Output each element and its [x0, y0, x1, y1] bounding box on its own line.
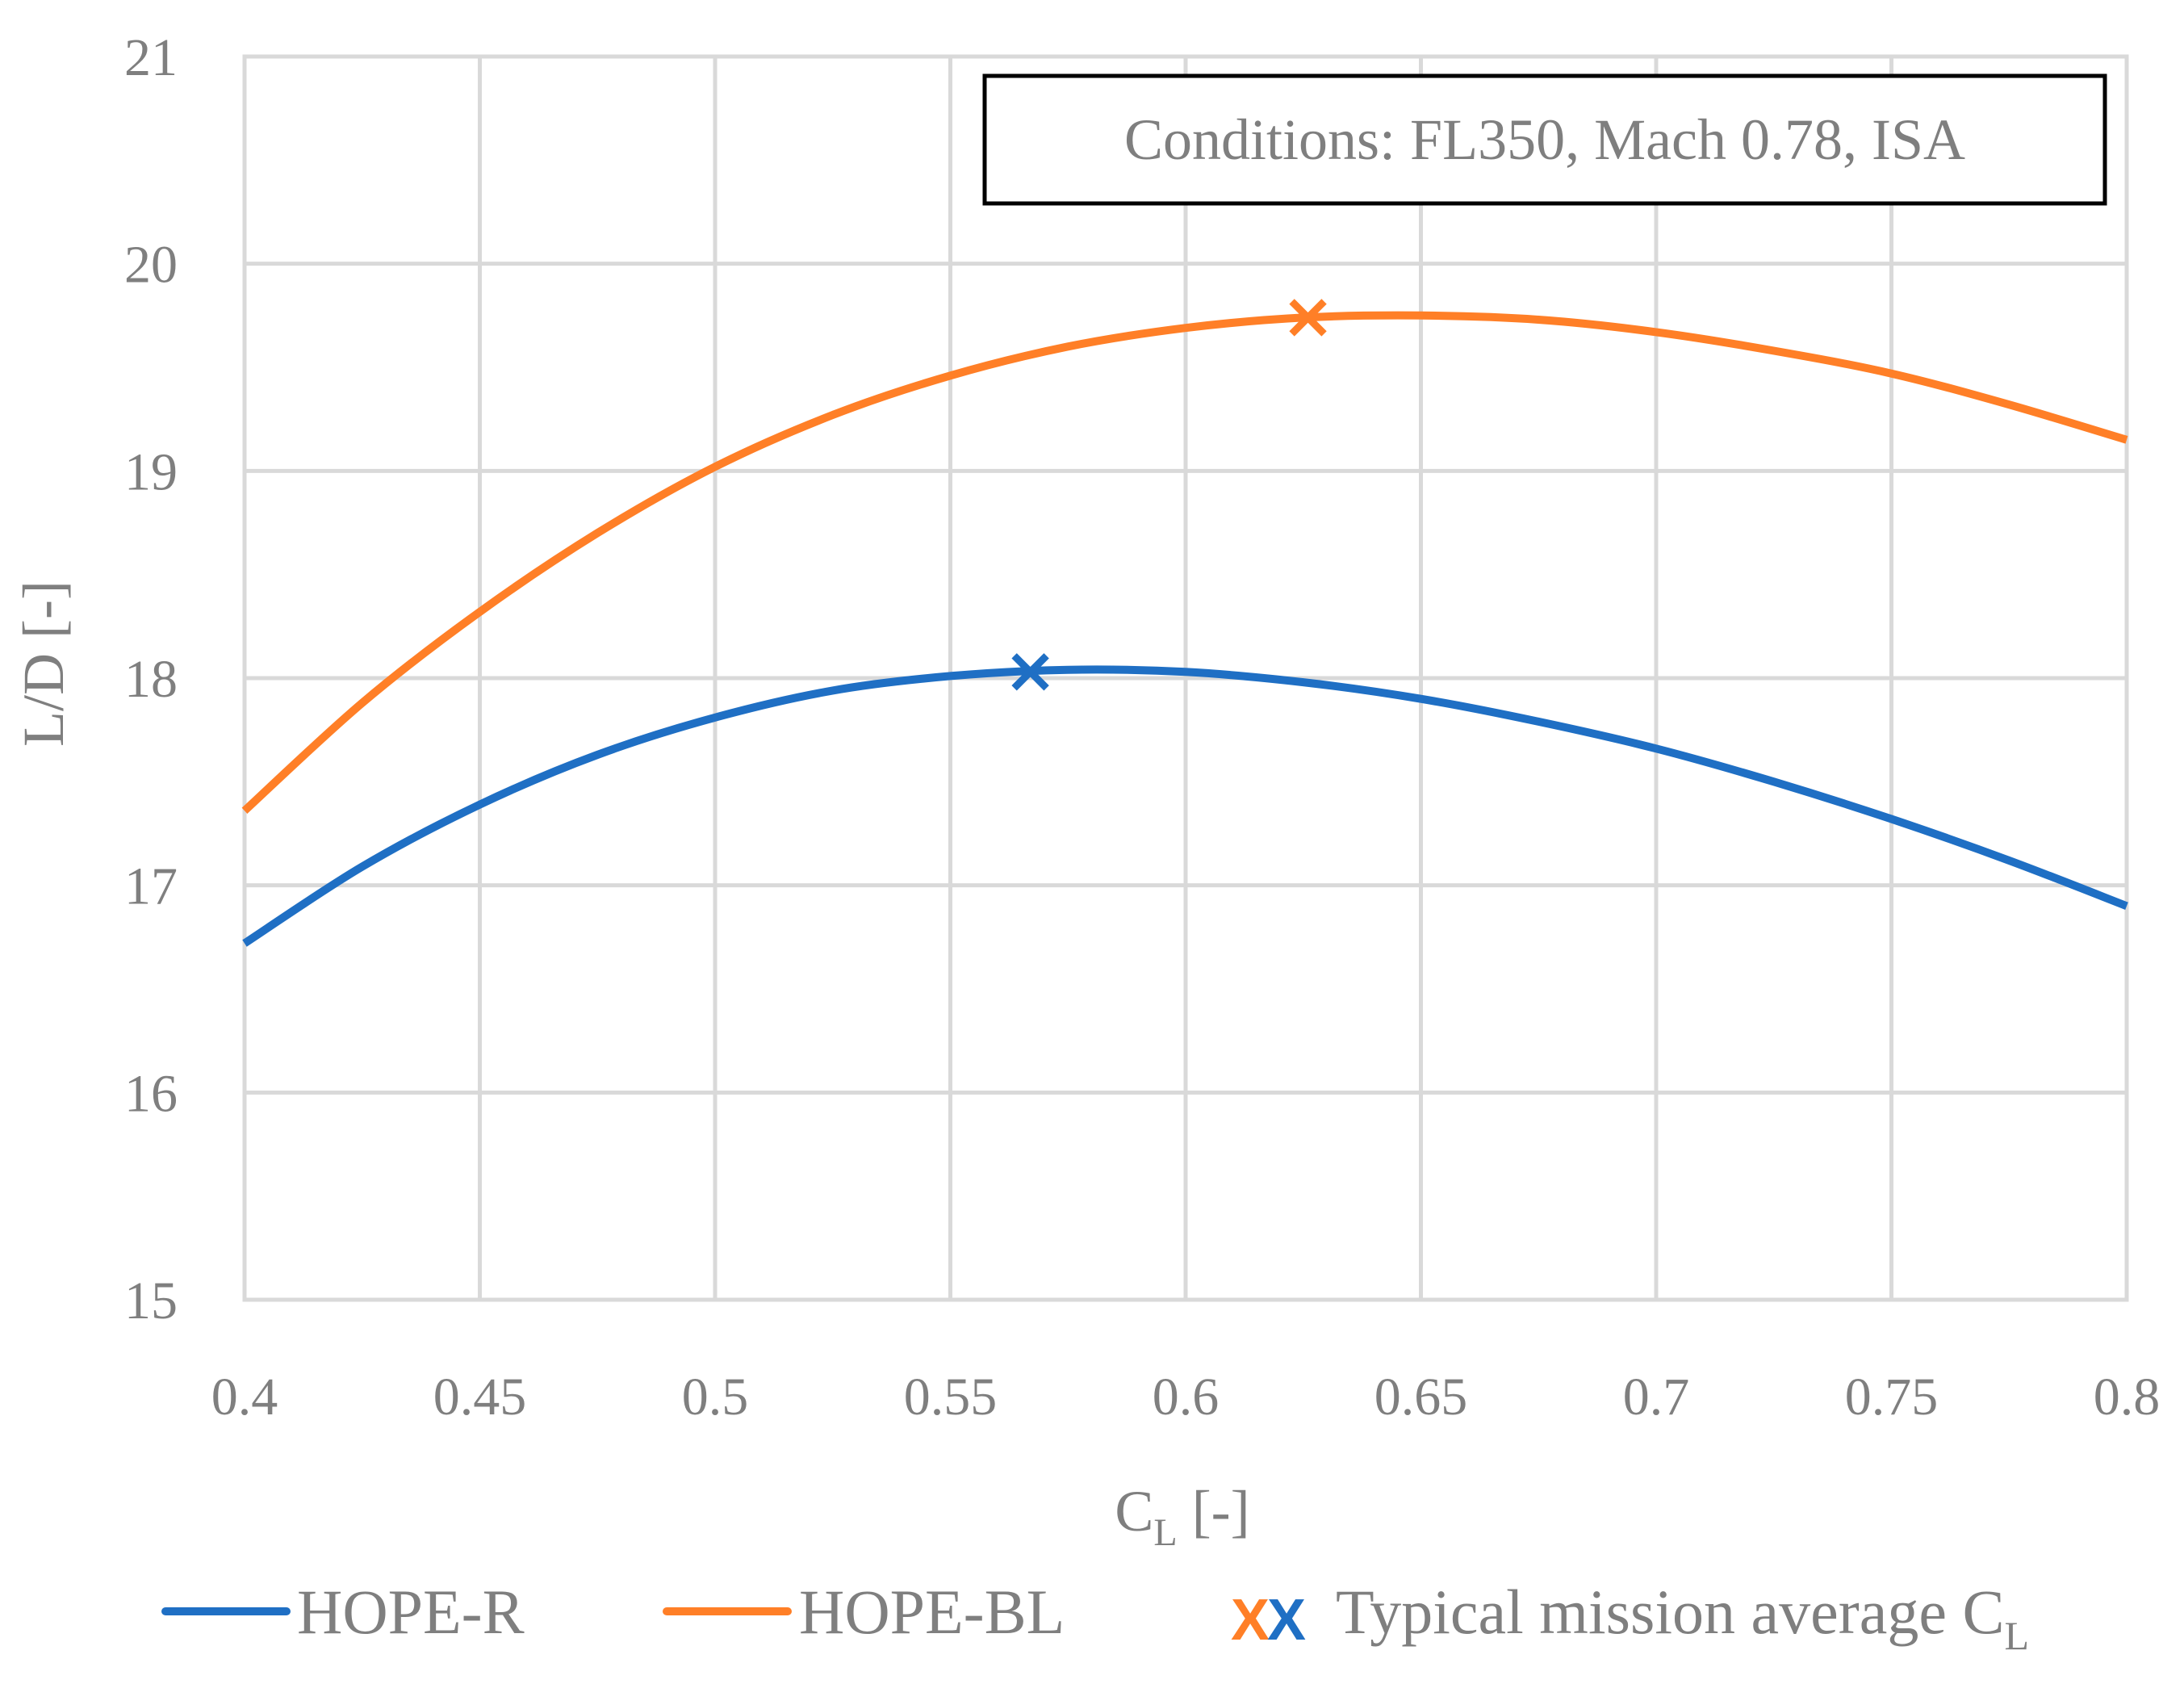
y-tick-label: 19	[124, 442, 178, 501]
x-tick-label: 0.75	[1845, 1368, 1939, 1426]
series-line-hope-r	[242, 665, 2128, 947]
conditions-text: Conditions: FL350, Mach 0.78, ISA	[1124, 107, 1965, 172]
marker-stroke	[1289, 299, 1327, 337]
marker-hope-r	[1011, 653, 1049, 691]
y-tick-label: 21	[124, 28, 178, 87]
plot-area-border	[242, 54, 2129, 1302]
series-lines	[241, 311, 2128, 947]
x-axis-title: CL [-]	[1115, 1479, 1249, 1554]
y-axis-title: L/D [-]	[11, 580, 76, 747]
legend-label-hope-bl: HOPE-BL	[799, 1577, 1065, 1647]
y-tick-label: 18	[124, 650, 178, 709]
x-tick-label: 0.65	[1374, 1368, 1468, 1426]
tick-labels: 0.4 0.45 0.5 0.55 0.6 0.65 0.7 0.75 0.8 15 16 17 18 1…	[124, 28, 2160, 1426]
legend-label-mission-cl: Typical mission average CL	[1336, 1577, 2029, 1658]
legend-label-mission-subscript: L	[2004, 1613, 2029, 1658]
series-line-hope-bl	[241, 311, 2128, 814]
x-axis-title-main: C	[1115, 1479, 1153, 1544]
legend-label-mission-main: Typical mission average C	[1336, 1577, 2004, 1647]
x-tick-label: 0.4	[211, 1368, 278, 1426]
mission-markers	[1011, 299, 1327, 691]
legend-marker-x-blue: X	[1267, 1588, 1306, 1653]
marker-stroke	[1011, 653, 1049, 691]
y-tick-label: 20	[124, 236, 178, 295]
legend-marker-x-orange: X	[1231, 1588, 1270, 1653]
grid	[242, 54, 2129, 1302]
y-tick-label: 15	[124, 1271, 178, 1330]
marker-hope-bl	[1289, 299, 1327, 337]
x-tick-label: 0.55	[904, 1368, 998, 1426]
x-axis-title-suffix: [-]	[1178, 1479, 1250, 1544]
x-tick-label: 0.5	[682, 1368, 749, 1426]
x-tick-label: 0.8	[2094, 1368, 2161, 1426]
legend: HOPE-R HOPE-BL X X Typical mission avera…	[161, 1577, 2029, 1658]
x-tick-label: 0.6	[1153, 1368, 1220, 1426]
legend-label-hope-r: HOPE-R	[297, 1577, 525, 1647]
y-tick-label: 16	[124, 1064, 178, 1123]
conditions-box: Conditions: FL350, Mach 0.78, ISA	[982, 73, 2107, 206]
y-tick-label: 17	[124, 857, 178, 916]
x-tick-label: 0.7	[1623, 1368, 1690, 1426]
x-axis-title-subscript: L	[1153, 1511, 1177, 1554]
x-tick-label: 0.45	[433, 1368, 527, 1426]
